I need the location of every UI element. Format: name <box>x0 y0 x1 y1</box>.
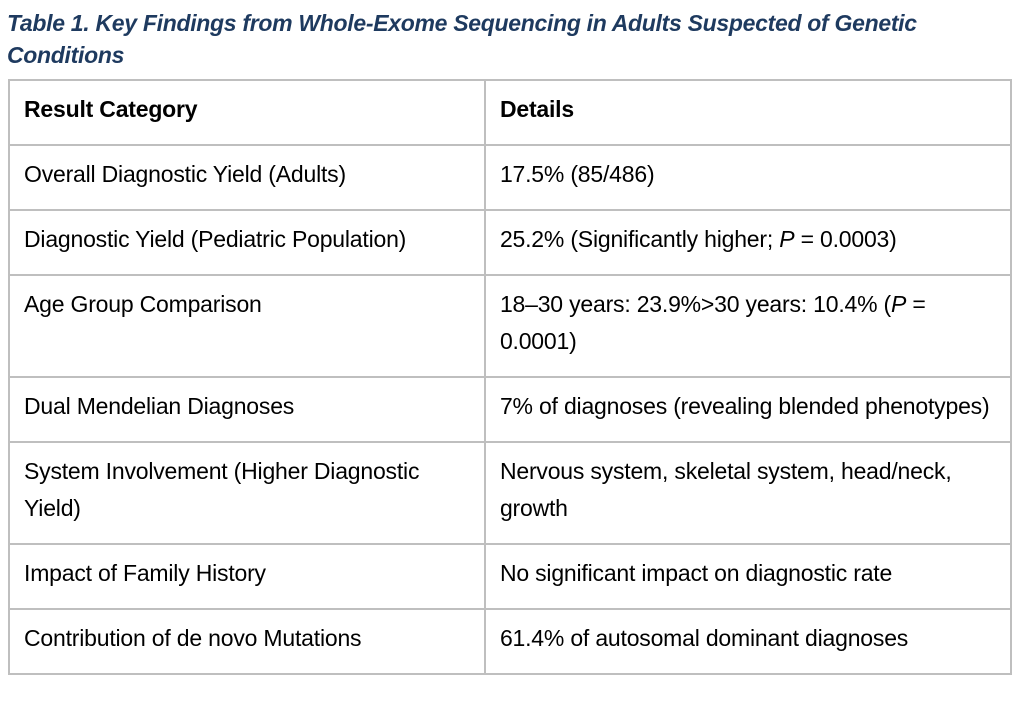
details-cell: 61.4% of autosomal dominant diagnoses <box>483 608 1013 676</box>
table-row: Overall Diagnostic Yield (Adults) 17.5% (… <box>8 144 1013 212</box>
details-cell: Nervous system, skeletal system, head/ne… <box>483 441 1013 546</box>
table-row: Diagnostic Yield (Pediatric Population) 2… <box>8 209 1013 277</box>
table-header-row: Result Category Details <box>8 79 1013 147</box>
findings-table: Result Category Details Overall Diagnost… <box>8 79 1013 676</box>
table-row: Dual Mendelian Diagnoses 7% of diagnoses … <box>8 376 1013 444</box>
category-cell: Contribution of de novo Mutations <box>8 608 486 676</box>
table-body: Overall Diagnostic Yield (Adults) 17.5% (… <box>8 144 1013 676</box>
category-cell: Overall Diagnostic Yield (Adults) <box>8 144 486 212</box>
details-cell: 25.2% (Significantly higher; P = 0.0003) <box>483 209 1013 277</box>
table-caption: Table 1. Key Findings from Whole-Exome S… <box>7 10 917 68</box>
category-cell: Dual Mendelian Diagnoses <box>8 376 486 444</box>
details-cell: No significant impact on diagnostic rate <box>483 543 1013 611</box>
table-row: Age Group Comparison 18–30 years: 23.9%>3… <box>8 274 1013 379</box>
column-header-result-category: Result Category <box>8 79 486 147</box>
details-cell: 7% of diagnoses (revealing blended pheno… <box>483 376 1013 444</box>
details-cell: 17.5% (85/486) <box>483 144 1013 212</box>
details-cell: 18–30 years: 23.9%>30 years: 10.4% (P = … <box>483 274 1013 379</box>
category-cell: Diagnostic Yield (Pediatric Population) <box>8 209 486 277</box>
category-cell: System Involvement (Higher Diagnostic Yi… <box>8 441 486 546</box>
category-cell: Impact of Family History <box>8 543 486 611</box>
column-header-details: Details <box>483 79 1013 147</box>
table-row: Impact of Family History No significant i… <box>8 543 1013 611</box>
category-cell: Age Group Comparison <box>8 274 486 379</box>
table-row: System Involvement (Higher Diagnostic Yi… <box>8 441 1013 546</box>
table-row: Contribution of de novo Mutations 61.4% o… <box>8 608 1013 676</box>
